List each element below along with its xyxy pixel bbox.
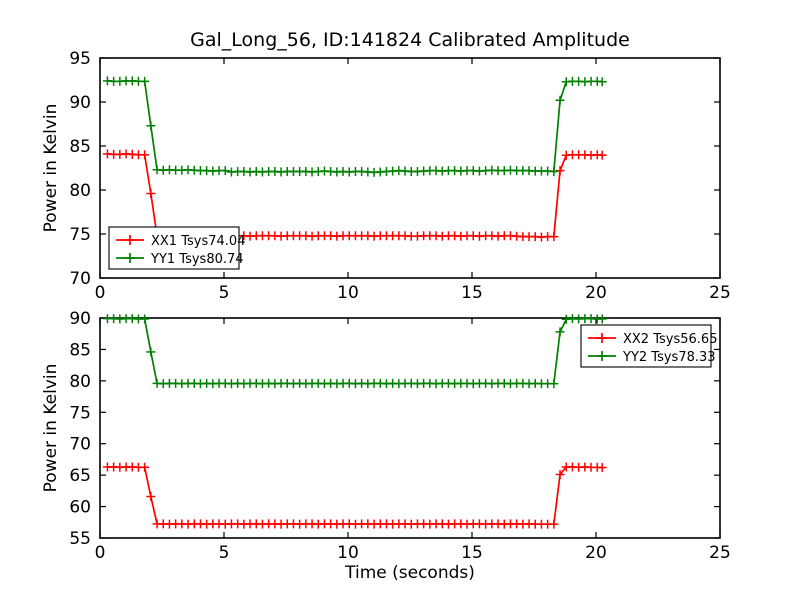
y-tick-label: 60 — [69, 498, 91, 518]
legend-label: XX1 Tsys74.04 — [151, 234, 245, 249]
series-markers — [102, 76, 607, 177]
series-2 — [102, 76, 607, 177]
legend-label: XX2 Tsys56.65 — [623, 332, 717, 347]
series-1 — [102, 149, 607, 242]
x-tick-label: 20 — [585, 543, 607, 563]
x-axis-label: Time (seconds) — [344, 563, 475, 583]
legend-entry[interactable]: XX2 Tsys56.65 — [588, 332, 717, 347]
x-tick-label: 20 — [585, 283, 607, 303]
x-tick-label: 25 — [709, 543, 731, 563]
x-tick-label: 0 — [95, 543, 106, 563]
legend-entry[interactable]: XX1 Tsys74.04 — [116, 234, 245, 249]
x-tick-label: 25 — [709, 283, 731, 303]
y-tick-label: 85 — [69, 137, 91, 157]
y-tick-label: 65 — [69, 466, 91, 486]
axes-frame — [99, 317, 721, 539]
x-tick-label: 15 — [461, 543, 483, 563]
x-tick-label: 5 — [219, 283, 230, 303]
y-axis-label: Power in Kelvin — [41, 104, 61, 233]
x-tick-label: 0 — [95, 283, 106, 303]
x-tick-label: 10 — [337, 283, 359, 303]
y-tick-label: 95 — [69, 49, 91, 69]
panel-top: 0 5 10 15 20 25 70 75 80 85 90 95 Power in Kelvin XX1… — [41, 49, 731, 303]
chart-title: Gal_Long_56, ID:141824 Calibrated Amplit… — [190, 29, 630, 51]
y-tick-label: 90 — [69, 93, 91, 113]
series-markers — [102, 462, 607, 529]
y-tick-label: 90 — [69, 309, 91, 329]
y-tick-label: 75 — [69, 225, 91, 245]
axes-frame — [99, 57, 721, 279]
legend-entry[interactable]: YY1 Tsys80.74 — [116, 252, 244, 267]
series-line — [107, 317, 603, 385]
y-tick-label: 55 — [69, 529, 91, 549]
legend-label: YY1 Tsys80.74 — [150, 252, 244, 267]
y-tick-label: 70 — [69, 269, 91, 289]
x-tick-label: 10 — [337, 543, 359, 563]
y-tick-label: 75 — [69, 403, 91, 423]
series-1 — [102, 462, 607, 529]
panel-bottom: 0 5 10 15 20 25 55 60 65 70 75 80 85 90 Power in Kelvi… — [41, 309, 731, 563]
y-tick-label: 85 — [69, 340, 91, 360]
y-tick-label: 70 — [69, 435, 91, 455]
series-2 — [102, 314, 607, 389]
legend-entry[interactable]: YY2 Tsys78.33 — [588, 350, 716, 365]
y-tick-label: 80 — [69, 181, 91, 201]
y-axis-label: Power in Kelvin — [41, 364, 61, 493]
series-line — [107, 466, 603, 526]
series-markers — [102, 149, 607, 242]
x-tick-label: 5 — [219, 543, 230, 563]
series-line — [107, 80, 603, 174]
x-tick-label: 15 — [461, 283, 483, 303]
series-markers — [102, 314, 607, 389]
legend: XX1 Tsys74.04 YY1 Tsys80.74 — [108, 226, 245, 270]
legend: XX2 Tsys56.65 YY2 Tsys78.33 — [580, 324, 717, 368]
legend-label: YY2 Tsys78.33 — [622, 350, 716, 365]
y-tick-label: 80 — [69, 372, 91, 392]
